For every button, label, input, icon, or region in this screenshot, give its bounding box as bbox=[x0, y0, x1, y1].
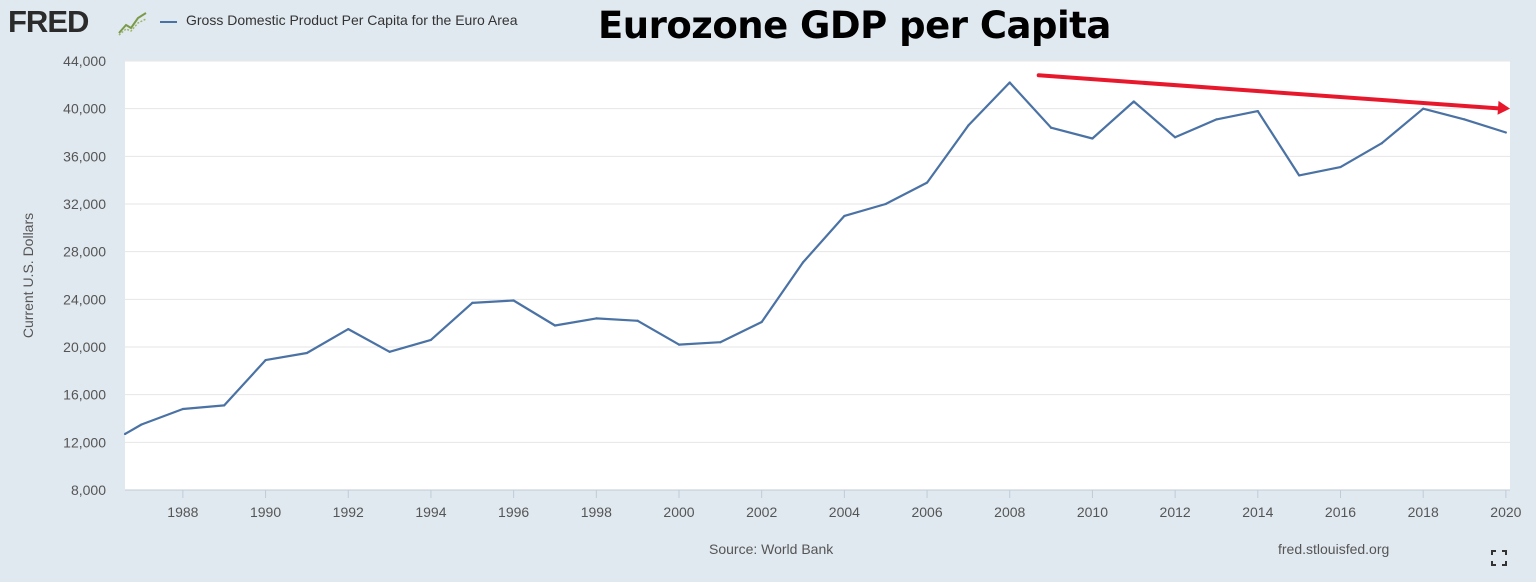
y-axis-label: Current U.S. Dollars bbox=[20, 213, 36, 338]
y-tick-label: 40,000 bbox=[63, 101, 106, 117]
y-tick-label: 12,000 bbox=[63, 434, 106, 450]
y-tick-label: 24,000 bbox=[63, 291, 106, 307]
data-point bbox=[1422, 107, 1425, 110]
chart-overlay-title: Eurozone GDP per Capita bbox=[598, 4, 1111, 47]
data-point bbox=[123, 432, 127, 436]
data-point bbox=[719, 341, 722, 344]
data-point bbox=[223, 404, 226, 407]
data-point bbox=[843, 214, 846, 218]
data-point bbox=[595, 317, 598, 320]
x-tick-label: 1996 bbox=[498, 504, 529, 520]
y-tick-label: 20,000 bbox=[63, 339, 106, 355]
data-point bbox=[1256, 109, 1259, 113]
trend-arrow-line bbox=[1036, 73, 1504, 111]
chart-header: FRED Gross Domestic Product Per Capita f… bbox=[0, 0, 1536, 58]
data-point bbox=[1091, 137, 1094, 140]
data-point bbox=[884, 202, 887, 206]
fred-logo[interactable]: FRED bbox=[8, 4, 89, 39]
data-point bbox=[1049, 126, 1053, 129]
data-point bbox=[801, 261, 805, 264]
x-tick-label: 2008 bbox=[994, 504, 1025, 520]
x-tick-label: 1988 bbox=[167, 504, 198, 520]
x-tick-label: 1992 bbox=[333, 504, 364, 520]
fullscreen-icon[interactable] bbox=[1491, 550, 1507, 566]
data-point bbox=[181, 407, 184, 411]
y-tick-label: 16,000 bbox=[63, 387, 106, 403]
data-point bbox=[636, 319, 639, 322]
trend-arrow-head bbox=[1497, 100, 1510, 115]
data-point bbox=[967, 124, 970, 127]
data-point bbox=[677, 343, 681, 346]
data-point bbox=[1339, 165, 1342, 169]
data-point bbox=[1504, 131, 1507, 134]
y-tick-label: 28,000 bbox=[63, 244, 106, 260]
x-tick-label: 2000 bbox=[663, 504, 694, 520]
x-tick-label: 2020 bbox=[1490, 504, 1521, 520]
data-point bbox=[1008, 81, 1011, 84]
data-point bbox=[305, 351, 309, 355]
x-tick-label: 1990 bbox=[250, 504, 281, 520]
data-point bbox=[760, 320, 763, 324]
data-point bbox=[140, 423, 143, 426]
data-point bbox=[1380, 142, 1383, 145]
y-tick-label: 32,000 bbox=[63, 196, 106, 212]
data-point bbox=[471, 301, 474, 305]
data-point bbox=[925, 181, 929, 184]
x-tick-label: 2016 bbox=[1325, 504, 1356, 520]
data-point bbox=[553, 324, 557, 327]
x-tick-label: 1994 bbox=[415, 504, 446, 520]
data-point bbox=[429, 338, 433, 341]
x-tick-label: 1998 bbox=[581, 504, 612, 520]
fred-logo-graph-icon bbox=[117, 9, 149, 37]
x-tick-label: 2006 bbox=[911, 504, 942, 520]
x-tick-label: 2002 bbox=[746, 504, 777, 520]
data-point bbox=[347, 328, 350, 331]
data-point bbox=[1463, 118, 1466, 121]
x-tick-label: 2012 bbox=[1160, 504, 1191, 520]
data-point bbox=[388, 350, 391, 353]
data-point bbox=[264, 359, 267, 362]
data-point bbox=[1215, 118, 1218, 121]
source-note: Source: World Bank bbox=[709, 541, 834, 557]
x-tick-label: 2004 bbox=[829, 504, 860, 520]
legend-series-label[interactable]: Gross Domestic Product Per Capita for th… bbox=[186, 12, 518, 28]
plot-area bbox=[125, 61, 1510, 490]
x-tick-label: 2014 bbox=[1242, 504, 1273, 520]
data-point bbox=[512, 299, 515, 302]
x-tick-label: 2010 bbox=[1077, 504, 1108, 520]
y-tick-label: 36,000 bbox=[63, 148, 106, 164]
legend-series-swatch bbox=[160, 21, 177, 23]
fred-url-link[interactable]: fred.stlouisfed.org bbox=[1278, 541, 1390, 557]
data-point bbox=[1298, 174, 1301, 177]
data-point bbox=[1174, 136, 1177, 139]
data-point bbox=[1132, 100, 1135, 103]
y-tick-label: 44,000 bbox=[63, 53, 106, 69]
x-tick-label: 2018 bbox=[1408, 504, 1439, 520]
y-tick-label: 8,000 bbox=[71, 482, 106, 498]
